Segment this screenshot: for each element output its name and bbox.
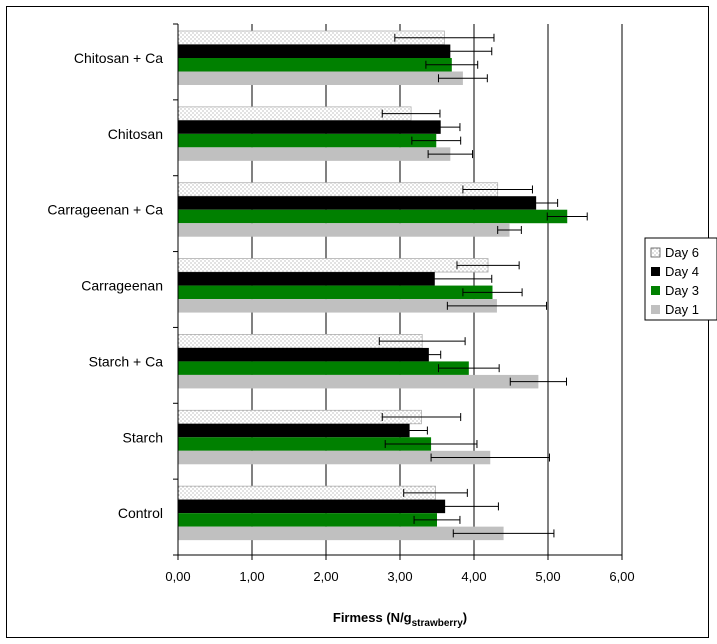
bar-chitosan-day-3 — [178, 133, 437, 148]
bar-starch-day-1 — [178, 450, 491, 465]
category-label-carrageenan: Carrageenan — [81, 278, 163, 294]
bar-starch-day-4 — [178, 423, 410, 438]
x-tick-label-3: 3,00 — [387, 569, 412, 584]
x-tick-label-4: 4,00 — [461, 569, 486, 584]
x-tick-label-5: 5,00 — [535, 569, 560, 584]
x-axis-label-end: ) — [463, 610, 467, 625]
category-label-control: Control — [118, 505, 163, 521]
bar-chitosan-ca-day-1 — [178, 71, 463, 85]
category-label-carrageenan-ca: Carrageenan + Ca — [47, 202, 163, 218]
legend-swatch-day-6 — [650, 247, 661, 258]
bar-starch-ca-day-4 — [178, 347, 429, 362]
legend-swatch-day-1 — [651, 305, 660, 314]
x-tick-label-2: 2,00 — [313, 569, 338, 584]
bar-starch-day-3 — [178, 437, 432, 451]
legend-swatch-day-3 — [651, 286, 660, 295]
legend-label-day-6: Day 6 — [665, 245, 699, 260]
x-tick-label-6: 6,00 — [609, 569, 634, 584]
x-tick-label-1: 1,00 — [239, 569, 264, 584]
x-axis-label-subscript: strawberry — [412, 618, 464, 629]
category-label-chitosan-ca: Chitosan + Ca — [74, 50, 163, 66]
category-label-chitosan: Chitosan — [108, 126, 163, 142]
legend-label-day-3: Day 3 — [665, 283, 699, 298]
bar-chitosan-day-4 — [178, 120, 441, 134]
legend-label-day-1: Day 1 — [665, 302, 699, 317]
x-axis-label-main: Firmess (N/g — [333, 610, 412, 625]
bar-chitosan-ca-day-3 — [178, 58, 452, 72]
bar-carrageenan-ca-day-1 — [178, 223, 510, 237]
category-label-starch: Starch — [123, 429, 163, 445]
bar-starch-ca-day-3 — [178, 361, 469, 375]
x-axis-label: Firmess (N/gstrawberry) — [333, 610, 467, 629]
category-label-starch-ca: Starch + Ca — [89, 353, 164, 369]
bar-control-day-1 — [178, 526, 504, 541]
bar-chitosan-day-1 — [178, 147, 451, 161]
legend-swatch-day-4 — [651, 267, 660, 276]
category-labels: Control Starch Starch + Ca Carrageenan Carra… — [47, 50, 163, 521]
bar-chitosan-ca-day-4 — [178, 44, 451, 58]
bar-carrageenan-day-4 — [178, 272, 435, 286]
bar-control-day-6 — [177, 485, 436, 501]
bar-carrageenan-ca-day-3 — [178, 209, 568, 224]
bar-carrageenan-day-1 — [178, 299, 497, 313]
legend-label-day-4: Day 4 — [665, 264, 699, 279]
legend: Day 6 Day 4 Day 3 Day 1 — [644, 237, 717, 321]
bars-layer — [177, 30, 568, 541]
bar-starch-ca-day-1 — [178, 374, 539, 389]
tick-labels: 0,00 1,00 2,00 3,00 4,00 5,00 6,00 — [165, 569, 634, 584]
bar-carrageenan-day-6 — [177, 258, 489, 273]
bar-carrageenan-day-3 — [178, 285, 493, 300]
x-tick-label-0: 0,00 — [165, 569, 190, 584]
error-bars-layer — [377, 33, 588, 538]
bar-carrageenan-ca-day-6 — [177, 182, 499, 197]
bar-control-day-3 — [178, 513, 437, 527]
bar-chitosan-day-6 — [177, 106, 412, 121]
bar-control-day-4 — [178, 499, 446, 514]
axes-layer — [173, 23, 623, 560]
bar-carrageenan-ca-day-4 — [178, 196, 537, 210]
